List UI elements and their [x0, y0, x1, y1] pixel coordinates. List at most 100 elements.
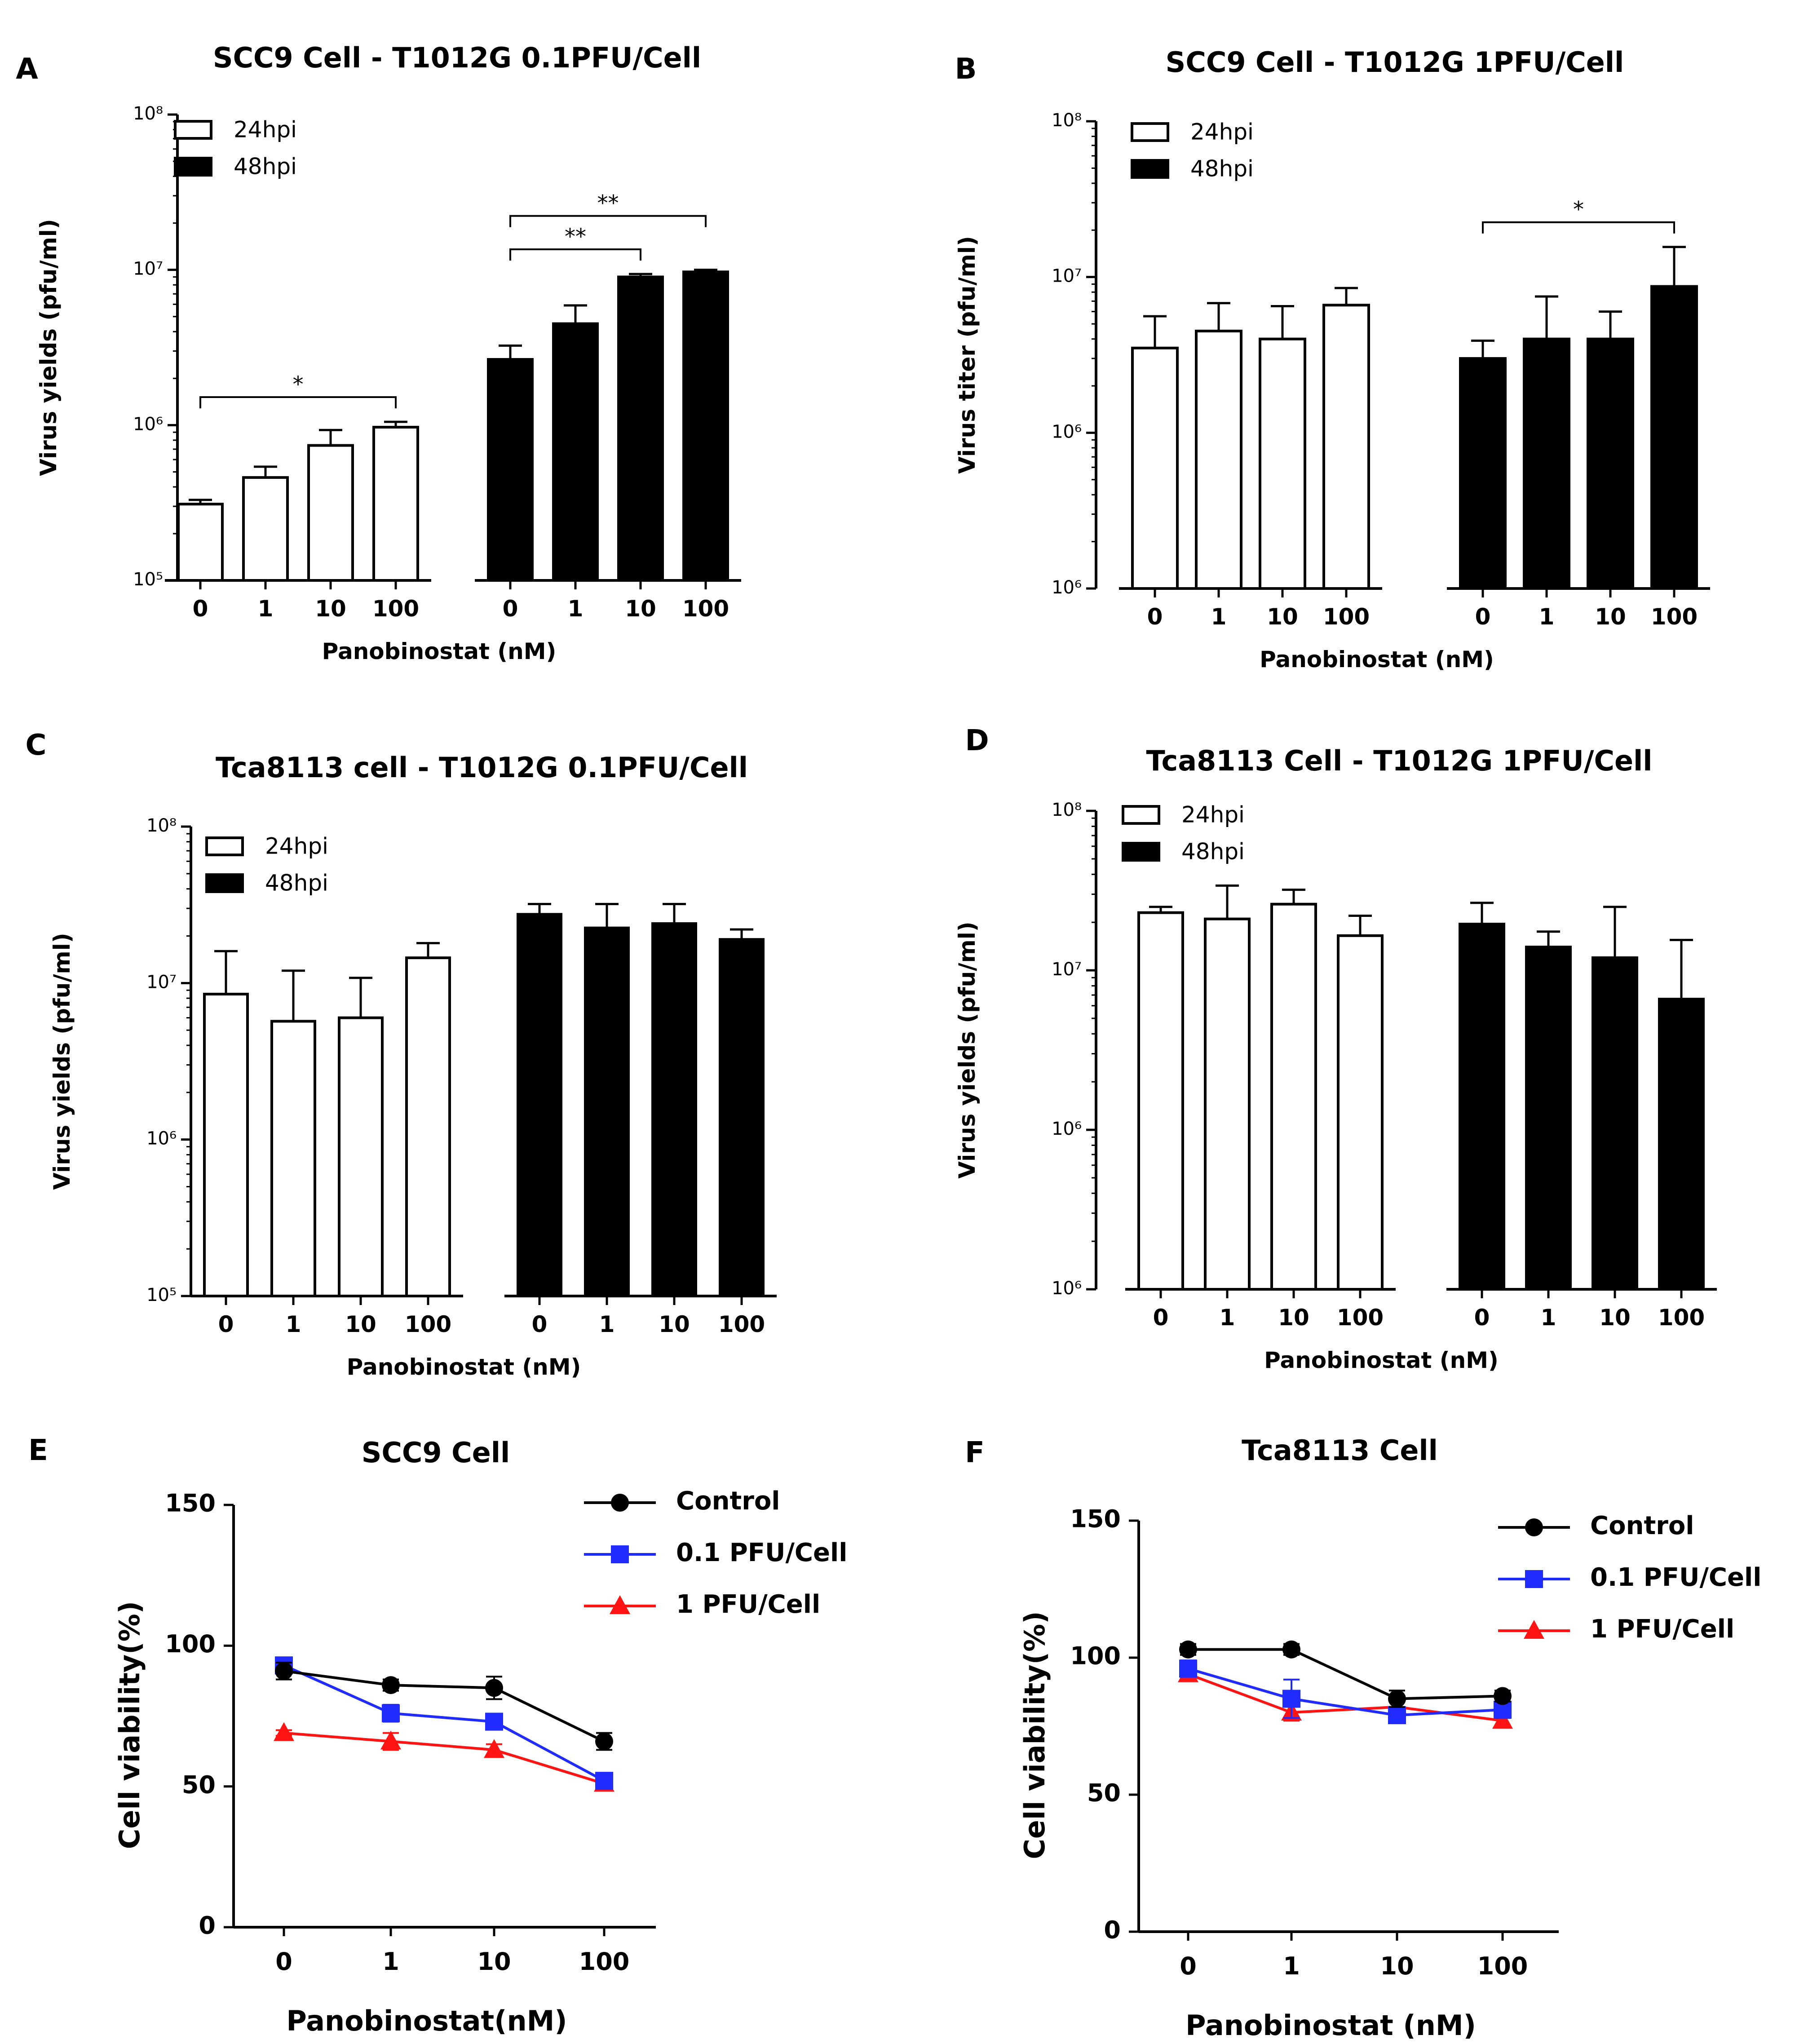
x-tick-label: 0 — [1475, 604, 1491, 630]
legend-swatch — [205, 873, 244, 893]
x-tick-label: 0 — [503, 596, 518, 622]
bar — [617, 275, 664, 582]
y-tick-label: 10⁶ — [1052, 577, 1082, 598]
y-tick-label: 10⁷ — [1052, 266, 1082, 287]
bar — [1259, 337, 1306, 590]
x-tick-label: 10 — [1278, 1305, 1309, 1331]
y-tick-label: 10⁸ — [146, 815, 177, 836]
bar — [1270, 903, 1317, 1291]
x-tick-label: 0 — [1474, 1305, 1490, 1331]
bar — [177, 503, 224, 582]
point-circle — [611, 1494, 629, 1512]
y-tick-label: 0 — [199, 1911, 216, 1940]
significance-bracket — [509, 215, 707, 227]
legend-label: 24hpi — [234, 117, 297, 143]
point-square — [1388, 1706, 1406, 1725]
legend-swatch — [1131, 122, 1169, 142]
bar — [242, 476, 289, 582]
x-tick-label: 100 — [718, 1311, 765, 1337]
y-axis-label: Virus yields (pfu/ml) — [49, 933, 75, 1190]
x-tick-label: 0 — [532, 1311, 548, 1337]
x-tick-label: 100 — [372, 596, 419, 622]
series-line — [1188, 1667, 1503, 1717]
bar — [1658, 998, 1705, 1291]
bar — [1523, 337, 1570, 590]
bar — [1131, 346, 1179, 590]
x-tick-label: 100 — [1477, 1952, 1528, 1980]
legend-swatch — [1131, 159, 1169, 179]
point-square — [1282, 1690, 1300, 1708]
legend-swatch — [1122, 842, 1160, 862]
point-square — [1525, 1570, 1543, 1588]
y-tick-label: 10⁶ — [1052, 1119, 1082, 1139]
bar — [338, 1016, 384, 1297]
x-tick-label: 0 — [275, 1947, 292, 1976]
y-tick-label: 10⁶ — [146, 1128, 177, 1149]
point-square — [1179, 1659, 1197, 1678]
chart-title: SCC9 Cell - T1012G 1PFU/Cell — [1166, 46, 1624, 79]
panel-e: E SCC9 Cell 0 50 100 150 0 1 10 100 Cell viability… — [28, 1434, 847, 2037]
y-tick-label: 10⁷ — [146, 972, 177, 992]
point-triangle — [484, 1739, 504, 1758]
x-tick-label: 10 — [1595, 604, 1626, 630]
bar — [270, 1020, 316, 1298]
panel-f: F Tca8113 Cell 0 50 100 150 0 1 10 100 Cell viabil… — [965, 1434, 1761, 2042]
x-tick-label: 0 — [1147, 604, 1163, 630]
y-tick-label: 10⁶ — [133, 414, 163, 434]
legend-swatch — [1122, 805, 1160, 825]
y-tick-label: 150 — [165, 1489, 216, 1518]
panel-letter: F — [965, 1436, 985, 1469]
y-axis-label: Cell viability(%) — [1018, 1611, 1051, 1859]
point-triangle — [274, 1722, 294, 1741]
y-axis-label: Cell viability(%) — [113, 1601, 146, 1849]
bar — [487, 358, 534, 582]
point-circle — [1179, 1640, 1197, 1659]
x-tick-label: 10 — [1380, 1952, 1414, 1980]
x-tick-label: 0 — [218, 1311, 234, 1337]
legend-label: 0.1 PFU/Cell — [1590, 1563, 1761, 1592]
panel-b: B SCC9 Cell - T1012G 1PFU/Cell10⁶10⁶10⁷10… — [954, 46, 1710, 672]
legend-label: 1 PFU/Cell — [1590, 1615, 1734, 1644]
bar — [1650, 285, 1698, 590]
x-tick-label: 10 — [1267, 604, 1298, 630]
bar — [1204, 917, 1251, 1291]
bar — [1195, 329, 1242, 590]
point-triangle — [610, 1595, 630, 1614]
x-tick-label: 0 — [193, 596, 208, 622]
x-tick-label: 1 — [258, 596, 274, 622]
bar — [1137, 911, 1184, 1291]
legend-label: 0.1 PFU/Cell — [676, 1538, 847, 1567]
legend-label: Control — [676, 1487, 780, 1516]
point-triangle — [380, 1730, 401, 1750]
point-circle — [485, 1679, 503, 1697]
x-tick-label: 0 — [1153, 1305, 1169, 1331]
legend-label: 48hpi — [265, 870, 328, 896]
y-tick-label: 50 — [1087, 1779, 1121, 1807]
x-tick-label: 1 — [568, 596, 584, 622]
panel-letter: E — [28, 1434, 48, 1467]
x-tick-label: 100 — [1337, 1305, 1384, 1331]
x-tick-label: 10 — [315, 596, 346, 622]
x-tick-label: 10 — [1599, 1305, 1631, 1331]
x-tick-label: 1 — [1541, 1305, 1556, 1331]
bar — [1459, 357, 1507, 590]
x-axis-label: Panobinostat (nM) — [1260, 646, 1494, 672]
x-tick-label: 1 — [382, 1947, 399, 1976]
panel-letter: D — [965, 724, 989, 757]
bar — [203, 992, 249, 1298]
x-tick-label: 1 — [1211, 604, 1227, 630]
x-tick-label: 100 — [1658, 1305, 1705, 1331]
legend-label: 24hpi — [1190, 119, 1254, 145]
bar — [517, 913, 562, 1297]
x-tick-label: 10 — [345, 1311, 376, 1337]
point-circle — [1282, 1640, 1300, 1659]
x-axis-label: Panobinostat (nM) — [1185, 2009, 1476, 2042]
y-tick-label: 10⁸ — [1052, 800, 1082, 820]
significance-label: ** — [565, 224, 586, 249]
legend-label: 48hpi — [1181, 839, 1245, 865]
x-axis-label: Panobinostat (nM) — [322, 638, 557, 664]
x-tick-label: 100 — [1651, 604, 1698, 630]
point-triangle — [1492, 1710, 1513, 1729]
y-tick-label: 10⁵ — [146, 1285, 177, 1305]
chart-title: SCC9 Cell — [362, 1436, 510, 1469]
